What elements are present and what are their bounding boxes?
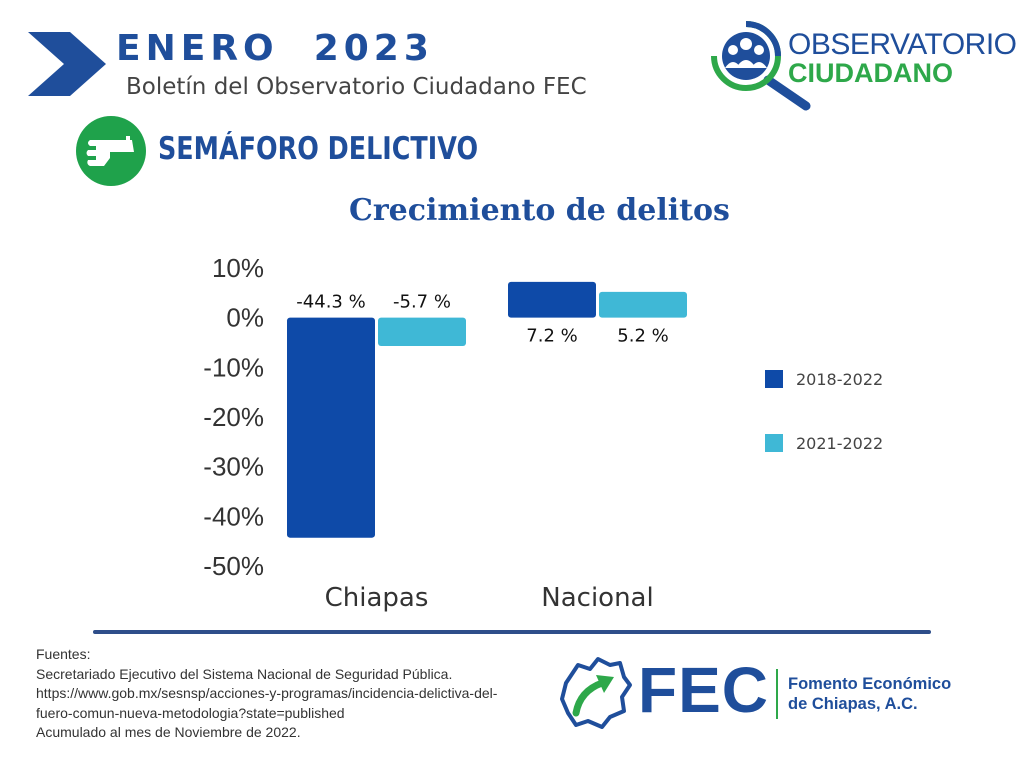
legend-swatch xyxy=(765,370,783,388)
logo-separator xyxy=(776,669,778,719)
chart-title: Crecimiento de delitos xyxy=(349,193,730,228)
fec-logo: FEC Fomento Económico de Chiapas, A.C. xyxy=(558,655,978,731)
y-tick-label: 10% xyxy=(212,253,264,283)
y-tick-label: -40% xyxy=(203,501,264,531)
legend-label: 2021-2022 xyxy=(796,434,883,453)
y-tick-label: -30% xyxy=(203,452,264,482)
section-title: SEMÁFORO DELICTIVO xyxy=(158,131,479,167)
data-label: -44.3 % xyxy=(296,292,365,313)
y-tick-label: -10% xyxy=(203,352,264,382)
fec-name-line1: Fomento Económico xyxy=(788,675,952,693)
sources-line: fuero-comun-nueva-metodologia?state=publ… xyxy=(36,704,345,721)
sources-line: Secretariado Ejecutivo del Sistema Nacio… xyxy=(36,665,453,682)
data-label: 5.2 % xyxy=(617,326,668,347)
chevron-right-icon xyxy=(28,32,106,96)
sources-line: https://www.gob.mx/sesnsp/acciones-y-pro… xyxy=(36,685,498,701)
bar xyxy=(599,291,687,318)
fec-acronym: FEC xyxy=(638,654,769,726)
sources-line: Fuentes: xyxy=(36,646,91,662)
y-tick-label: -50% xyxy=(203,551,264,581)
bar xyxy=(508,281,596,318)
y-tick-label: -20% xyxy=(203,402,264,432)
divider xyxy=(93,630,931,634)
page-subtitle: Boletín del Observatorio Ciudadano FEC xyxy=(126,74,587,100)
bar xyxy=(378,317,466,346)
page-title: ENERO 2023 xyxy=(116,28,434,69)
sources-note: Fuentes: Secretariado Ejecutivo del Sist… xyxy=(36,645,536,743)
x-category-label: Chiapas xyxy=(325,583,429,613)
observatorio-logo: OBSERVATORIO CIUDADANO xyxy=(706,18,1017,118)
legend-swatch xyxy=(765,434,783,452)
chiapas-map-icon xyxy=(560,657,632,729)
data-label: -5.7 % xyxy=(393,292,451,313)
magnifier-people-icon xyxy=(711,21,811,111)
handgun-icon xyxy=(76,116,146,186)
y-tick-label: 0% xyxy=(226,303,264,333)
data-label: 7.2 % xyxy=(526,326,577,347)
logo-text-ciudadano: CIUDADANO xyxy=(788,58,953,88)
logo-text-observatorio: OBSERVATORIO xyxy=(788,28,1017,61)
sources-line: Acumulado al mes de Noviembre de 2022. xyxy=(36,724,301,740)
fec-name-line2: de Chiapas, A.C. xyxy=(788,695,918,713)
x-category-label: Nacional xyxy=(541,583,653,613)
bar xyxy=(287,317,375,538)
legend-label: 2018-2022 xyxy=(796,370,883,389)
